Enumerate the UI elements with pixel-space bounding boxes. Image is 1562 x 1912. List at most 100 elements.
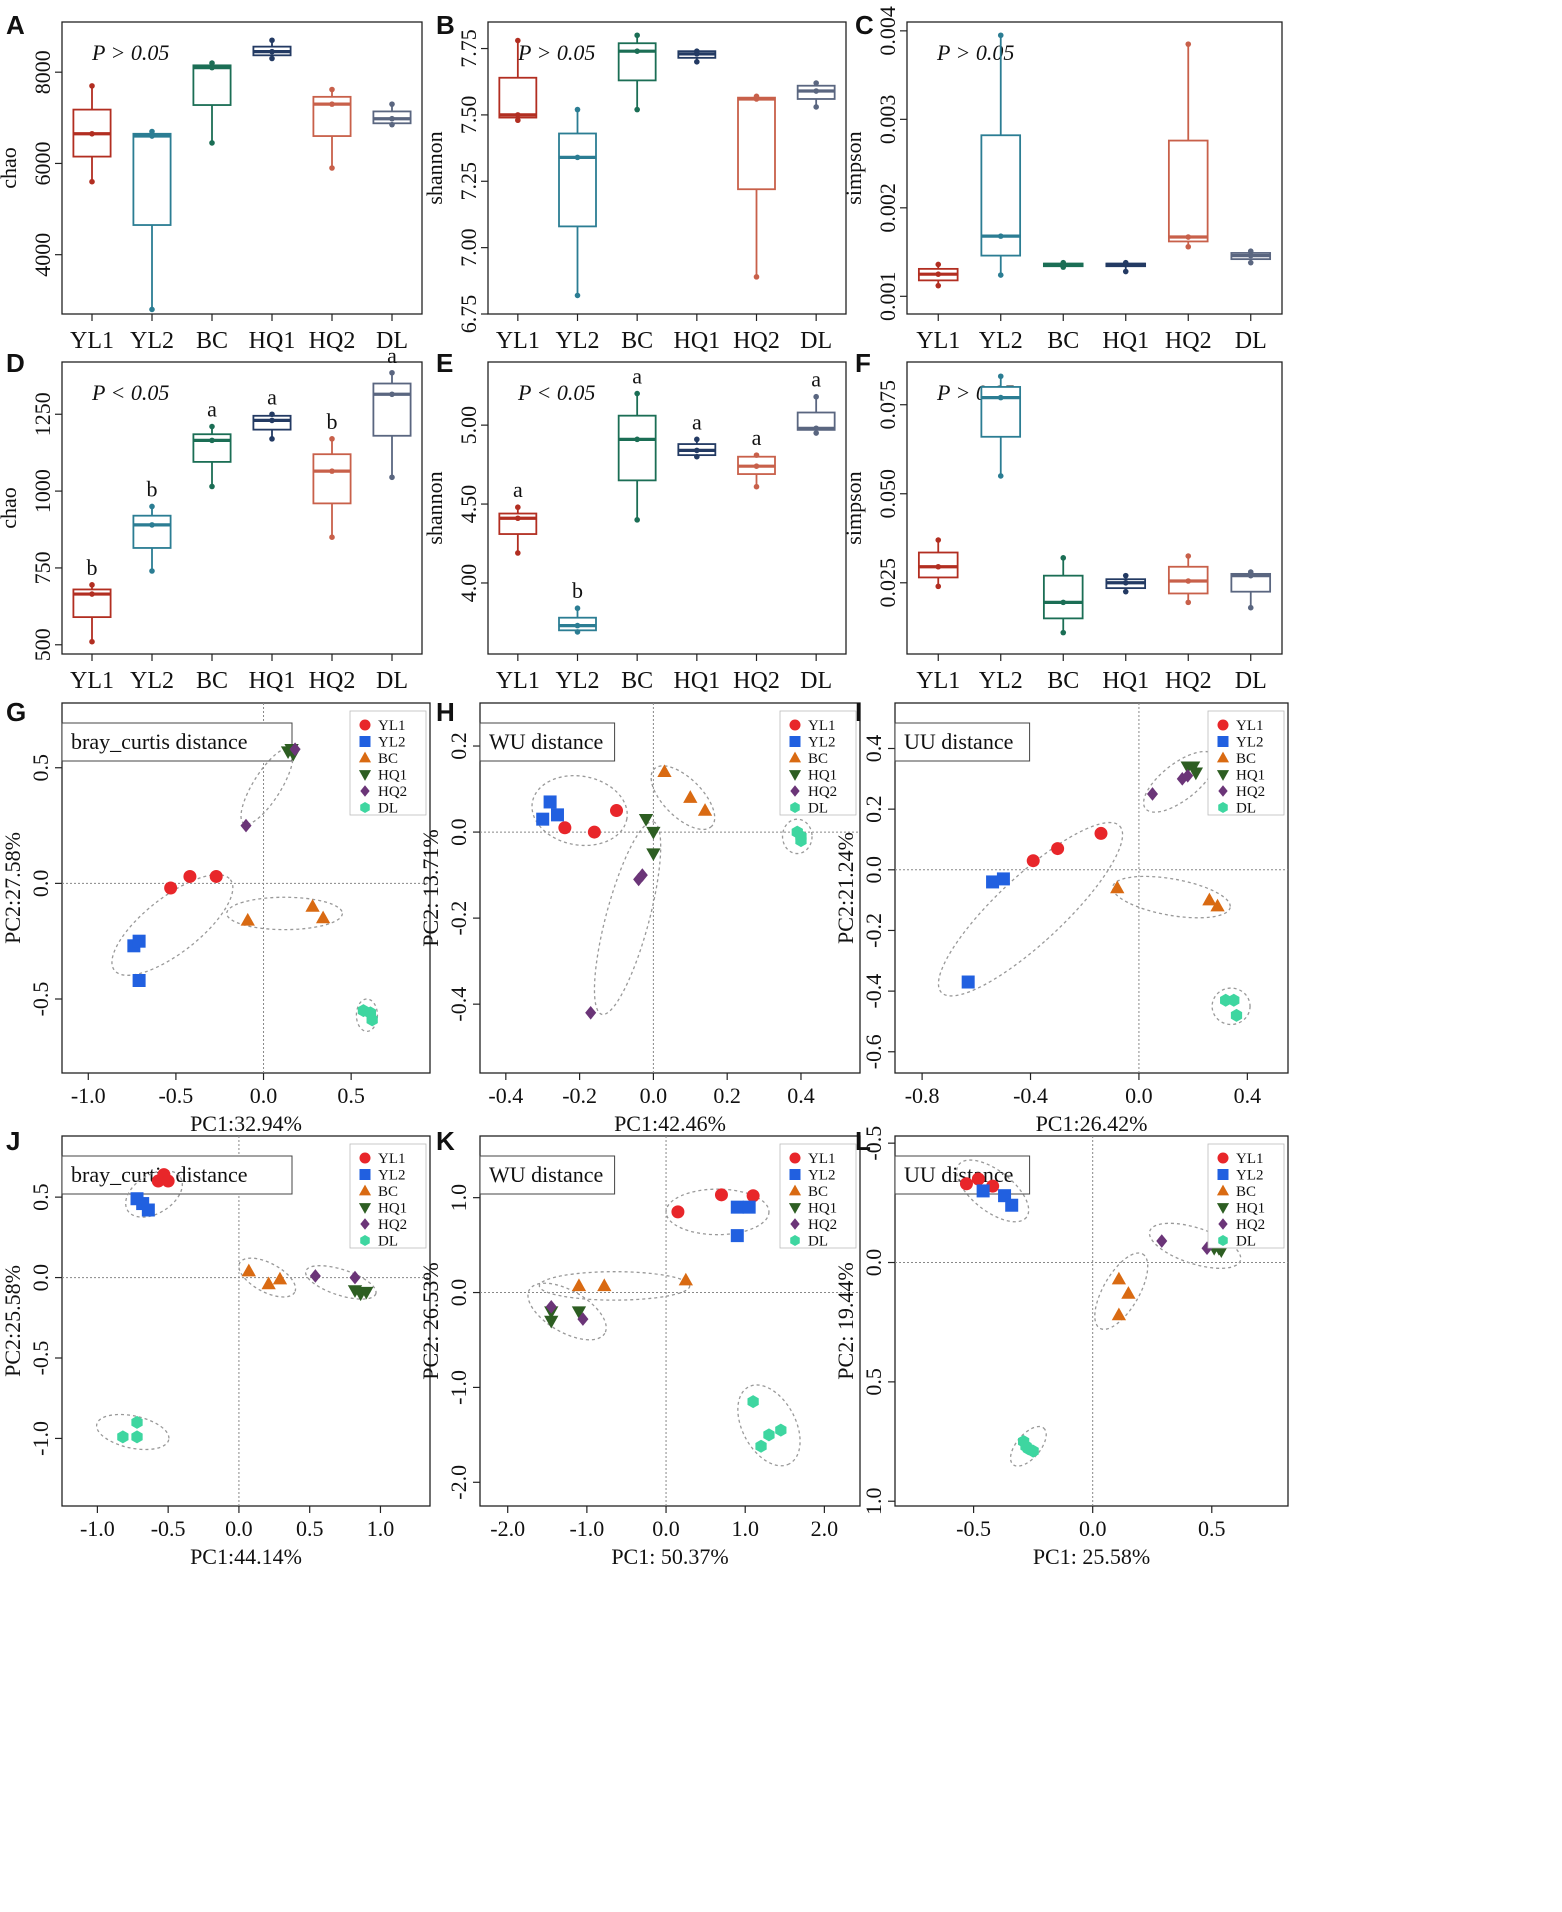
y-tick-label: 7.75 [456,29,481,68]
y-tick-label: 0.003 [875,95,900,145]
legend-item-hq1: HQ1 [1216,768,1265,784]
x-tick-label: 0.0 [640,1083,668,1108]
marker-diamond [240,818,252,833]
data-point [209,64,215,71]
y-tick-label: 0.5 [28,1183,53,1211]
x-tick-label-bc: BC [1047,328,1079,354]
legend-item-hq1: HQ1 [1216,1201,1265,1217]
y-tick-label: 0.5 [861,1368,886,1396]
data-point [1247,248,1254,254]
data-point [1185,41,1192,47]
panel-label-a: A [6,10,25,40]
data-point [269,411,275,418]
y-tick-label: 4000 [30,233,55,277]
data-point [574,605,581,612]
series-bc [657,764,713,816]
y-tick-label: 1000 [30,469,55,513]
marker-square [359,736,371,747]
group-ellipse [650,765,716,831]
panel-label-g: G [6,697,26,727]
x-tick-label-bc: BC [621,328,653,354]
marker-tri-up [697,803,713,816]
box-bc [617,32,657,113]
marker-tri-down [788,1203,802,1214]
x-tick-label: -1.0 [71,1083,106,1108]
legend-label: YL1 [808,1151,836,1167]
group-ellipse [125,1170,183,1218]
data-point [269,417,275,424]
distance-title-box: WU distance [479,722,616,762]
x-axis-label: PC1: 50.37% [611,1544,728,1569]
x-tick-label: 0.2 [713,1083,741,1108]
group-ellipse [1094,1252,1149,1331]
marker-square [996,872,1010,886]
data-point [813,425,819,432]
marker-tri-up [788,1184,802,1196]
marker-diamond [585,1005,597,1020]
marker-square [789,736,801,747]
x-tick-label-bc: BC [196,668,228,694]
y-axis-label: PC2:25.58% [0,1265,25,1377]
panel-label-e: E [436,348,453,378]
x-tick-label-dl: DL [376,668,408,694]
legend-label: HQ2 [1236,1217,1265,1233]
marker-tri-up [1216,1184,1230,1196]
legend-item-yl1: YL1 [789,718,836,734]
data-point [753,463,760,469]
y-tick-label: 6000 [30,141,55,185]
x-tick-label-yl2: YL2 [979,668,1023,694]
group-ellipse [226,896,344,931]
marker-square [730,1229,744,1243]
group-ellipse [111,874,234,976]
data-point [269,55,275,62]
legend-label: DL [808,1234,828,1250]
legend-item-hq2: HQ2 [360,784,407,800]
marker-diamond [1201,1241,1213,1256]
box-iqr [132,514,172,549]
data-point [694,453,700,460]
y-tick-label: 0.2 [446,732,471,760]
box-iqr [980,386,1022,438]
x-tick-label: 0.0 [225,1516,253,1541]
y-tick-label: 0.0 [861,1249,886,1277]
x-tick-label: 0.4 [1234,1083,1262,1108]
x-tick-label-hq1: HQ1 [673,328,720,354]
box-dl [796,80,836,110]
marker-square [359,1169,371,1180]
marker-square [976,1184,990,1198]
legend-label: BC [378,1184,398,1200]
p-value-label: P < 0.05 [91,380,169,405]
marker-circle [209,869,223,883]
y-tick-label: 0.025 [875,558,900,608]
data-point [1060,555,1067,561]
box-yl1 [917,537,959,590]
series-bc [1110,880,1225,912]
x-tick-label: 1.0 [367,1516,395,1541]
data-point [209,60,215,66]
box-bc [1042,259,1084,270]
marker-tri-down [646,848,661,862]
data-point [89,591,95,597]
data-point [515,112,521,118]
marker-tri-up [1110,880,1125,894]
legend-item-yl1: YL1 [359,1151,406,1167]
box-yl1: b [72,555,112,645]
data-point [1122,588,1129,595]
data-point [149,306,155,313]
y-tick-label: 0.0 [446,818,471,846]
legend-label: YL2 [808,1168,836,1184]
box-iqr [312,453,352,505]
legend-item-hq2: HQ2 [1218,1217,1265,1233]
marker-square [1217,736,1229,747]
series-hq2 [1146,768,1194,801]
marker-tri-down [1214,1245,1229,1259]
x-tick-label-yl1: YL1 [496,668,540,694]
marker-tri-down [544,1315,559,1329]
data-point [935,537,942,543]
marker-circle [359,719,371,731]
x-tick-label: -0.4 [488,1083,523,1108]
significance-letter: a [632,364,642,389]
plot-frame [61,702,431,1074]
panel-A: 4000 6000 8000 YL1 YL2 BC HQ1 HQ2 DL chao P > 0.05 [0,21,423,354]
